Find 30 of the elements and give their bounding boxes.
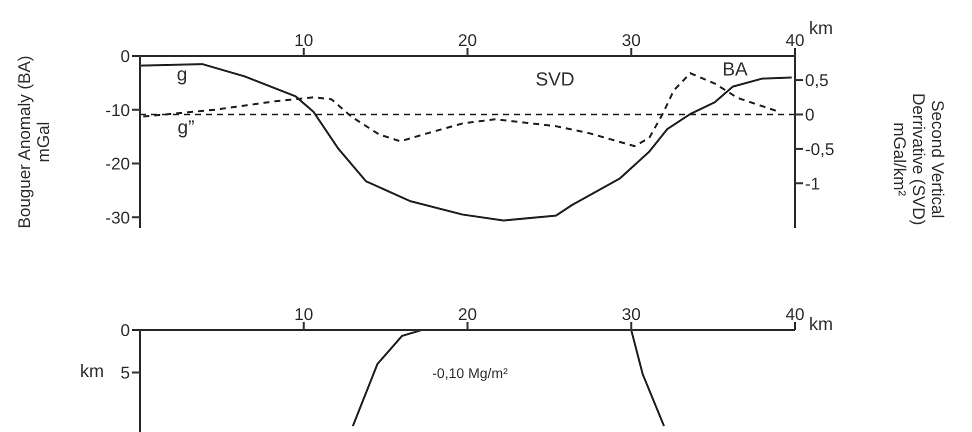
y-tick-label: -10	[105, 100, 130, 120]
annotation: g	[176, 64, 188, 86]
annotation: SVD	[535, 70, 575, 90]
y-axis-title: Bouguer Anomaly (BA) mGal	[15, 56, 53, 228]
y-tick-label: 0	[120, 321, 130, 340]
annotation: g”	[178, 118, 194, 138]
x-tick-label: 40	[786, 305, 804, 324]
y-tick-label: 5	[120, 364, 130, 383]
y2-axis-title: Second Vertical Derrivative (SVD) mGal/km²	[890, 93, 947, 226]
x-axis-title: km	[809, 314, 833, 334]
y2-tick-label: -1	[805, 174, 820, 194]
y-tick-label: 0	[120, 47, 130, 66]
x-tick-label: 40	[786, 31, 804, 50]
x-tick-label: 30	[622, 31, 641, 50]
line-series	[140, 63, 793, 222]
annotation: -0,10 Mg/m²	[432, 365, 508, 381]
y-tick-label: -30	[105, 208, 130, 228]
y-tick-label: -20	[105, 154, 130, 174]
x-tick-label: 10	[294, 31, 314, 50]
x-tick-label: 30	[622, 305, 641, 324]
x-axis-title: km	[809, 18, 833, 38]
y2-tick-label: 0	[805, 106, 814, 125]
y2-tick-label: -0,5	[805, 140, 834, 159]
x-tick-label: 10	[294, 305, 314, 324]
x-tick-label: 20	[458, 305, 477, 324]
annotation: BA	[722, 60, 748, 80]
line-series	[352, 330, 423, 428]
y2-tick-label: 0,5	[805, 71, 829, 90]
y-axis-title: km	[80, 360, 104, 381]
x-tick-label: 20	[458, 31, 477, 50]
